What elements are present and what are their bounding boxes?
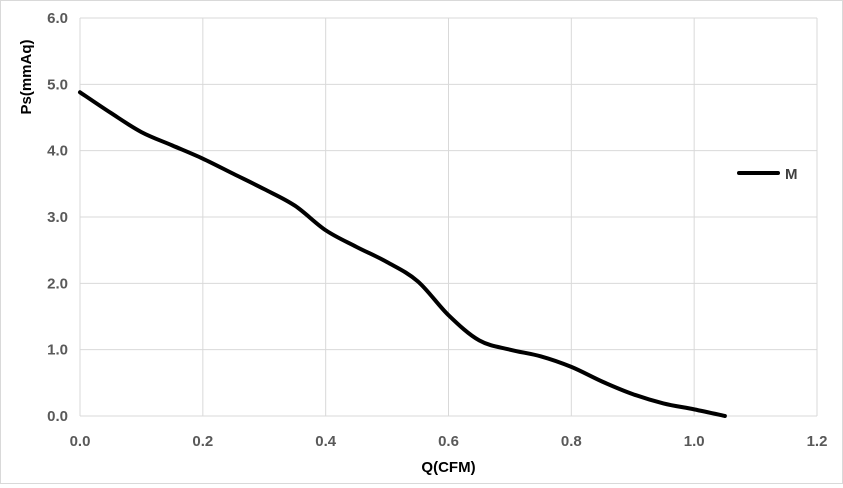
y-tick-label: 0.0 bbox=[47, 408, 68, 425]
x-tick-label: 0.8 bbox=[561, 433, 582, 450]
y-tick-label: 1.0 bbox=[47, 342, 68, 359]
series-lines bbox=[78, 90, 727, 418]
x-tick-label: 0.4 bbox=[315, 433, 337, 450]
x-tick-label: 0.2 bbox=[192, 433, 213, 450]
x-tick-label: 1.2 bbox=[807, 433, 828, 450]
y-tick-label: 4.0 bbox=[47, 143, 68, 160]
legend: M bbox=[737, 166, 798, 183]
y-tick-label: 2.0 bbox=[47, 275, 68, 292]
x-tick-label: 0.6 bbox=[438, 433, 459, 450]
y-tick-label: 5.0 bbox=[47, 76, 68, 93]
y-tick-label: 3.0 bbox=[47, 209, 68, 226]
y-tick-label: 6.0 bbox=[47, 10, 68, 27]
x-axis-tick-labels: 0.0 0.2 0.4 0.6 0.8 1.0 1.2 bbox=[70, 433, 828, 450]
legend-label-m: M bbox=[785, 166, 798, 183]
series-line-m bbox=[78, 90, 727, 418]
y-axis-tick-labels: 0.0 1.0 2.0 3.0 4.0 5.0 6.0 bbox=[47, 10, 68, 425]
x-tick-label: 0.0 bbox=[70, 433, 91, 450]
x-tick-label: 1.0 bbox=[684, 433, 705, 450]
x-axis-title: Q(CFM) bbox=[421, 459, 475, 476]
y-axis-title: Ps(mmAq) bbox=[18, 39, 35, 114]
gridlines bbox=[79, 17, 818, 417]
